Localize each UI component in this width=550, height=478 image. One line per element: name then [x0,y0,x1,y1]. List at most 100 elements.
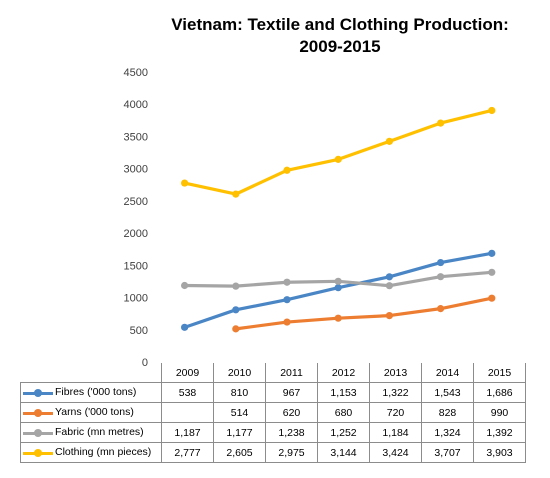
chart-title-line2: 2009-2015 [299,37,381,56]
data-label: 810 [213,382,266,403]
y-tick-label: 3000 [124,164,148,176]
y-tick-label: 500 [130,325,148,337]
data-label [161,402,214,423]
y-tick-label: 2500 [124,196,148,208]
data-label: 720 [369,402,422,423]
x-tick-label: 2012 [317,363,370,383]
data-label: 1,686 [473,382,526,403]
data-label: 2,777 [161,442,214,463]
data-table: 2009 2010 2011 2012 2013 2014 2015 Fibres ('000… [20,363,526,463]
legend-entry: Clothing (mn pieces) [20,442,162,463]
x-tick-label: 2013 [369,363,422,383]
data-label: 1,322 [369,382,422,403]
y-tick-label: 3500 [124,131,148,143]
data-point [334,155,342,163]
data-point [334,277,342,285]
data-point [437,258,445,267]
data-label: 680 [317,402,370,423]
data-label: 828 [421,402,474,423]
data-point [181,179,189,187]
data-point [232,282,240,290]
data-point [488,106,496,115]
data-label: 514 [213,402,266,423]
legend-entry: Fibres ('000 tons) [20,382,162,403]
data-point [181,323,189,331]
data-label: 1,324 [421,422,474,443]
table-header-row: 2009 2010 2011 2012 2013 2014 2015 [21,363,526,383]
x-tick-label: 2009 [161,363,214,383]
x-tick-label: 2015 [473,363,526,383]
data-point [488,268,496,276]
data-label: 1,238 [265,422,318,443]
y-tick-label: 4000 [124,99,148,111]
legend-label: Fabric (mn metres) [55,426,144,439]
data-label: 1,252 [317,422,370,443]
data-point [437,119,445,127]
data-label: 538 [161,382,214,403]
data-label: 1,177 [213,422,266,443]
series-layer [181,106,496,333]
chart-title: Vietnam: Textile and Clothing Production… [0,14,550,58]
data-point [283,278,291,286]
data-label: 1,543 [421,382,474,403]
data-point [232,325,240,333]
legend-marker-icon [23,448,53,458]
series-line [234,296,494,331]
data-label: 620 [265,402,318,423]
data-label: 3,903 [473,442,526,463]
data-point [283,318,291,326]
data-point [181,281,189,290]
data-point [283,296,291,304]
table-row: Fabric (mn metres) 1,187 1,177 1,238 1,252 1,… [20,422,526,443]
data-point [488,249,496,257]
y-axis: 0 500 1000 1500 2000 2500 3000 3500 4000 4500 [124,67,148,369]
data-point [385,137,393,145]
x-tick-label: 2014 [421,363,474,383]
data-point [385,282,393,290]
data-point [488,294,496,302]
data-point [385,312,393,320]
x-tick-label: 2011 [265,363,318,383]
data-label: 990 [473,402,526,423]
data-label: 1,153 [317,382,370,403]
table-corner [21,363,162,383]
legend-marker-icon [23,388,53,398]
legend-marker-icon [23,428,53,438]
data-point [334,314,342,322]
series-2 [181,268,496,290]
data-point [437,273,445,281]
legend-label: Clothing (mn pieces) [55,446,152,459]
x-tick-label: 2010 [213,363,266,383]
data-label: 1,187 [161,422,214,443]
data-point [232,190,240,198]
chart-title-line1: Vietnam: Textile and Clothing Production… [171,15,509,34]
data-label: 1,392 [473,422,526,443]
series-3 [181,106,496,198]
legend-label: Yarns ('000 tons) [55,406,134,419]
data-point [334,284,342,292]
table-row: Clothing (mn pieces) 2,777 2,605 2,975 3,144… [20,442,526,463]
legend-entry: Fabric (mn metres) [20,422,162,443]
legend-marker-icon [23,408,53,418]
data-point [437,305,445,313]
legend-entry: Yarns ('000 tons) [20,402,162,423]
series-0 [181,249,496,331]
data-label: 3,144 [317,442,370,463]
data-label: 2,605 [213,442,266,463]
series-1 [232,294,496,333]
data-point [283,166,291,174]
table-row: Yarns ('000 tons) 514 620 680 720 828 990 [20,402,526,423]
data-label: 967 [265,382,318,403]
y-tick-label: 2000 [124,228,148,240]
series-line [183,108,494,196]
y-tick-label: 1500 [124,260,148,272]
y-tick-label: 0 [142,357,148,369]
y-tick-label: 1000 [124,293,148,305]
legend-label: Fibres ('000 tons) [55,386,137,399]
data-label: 1,184 [369,422,422,443]
data-label: 3,424 [369,442,422,463]
data-label: 3,707 [421,442,474,463]
table-row: Fibres ('000 tons) 538 810 967 1,153 1,322 1,5… [20,382,526,403]
y-tick-label: 4500 [124,67,148,79]
